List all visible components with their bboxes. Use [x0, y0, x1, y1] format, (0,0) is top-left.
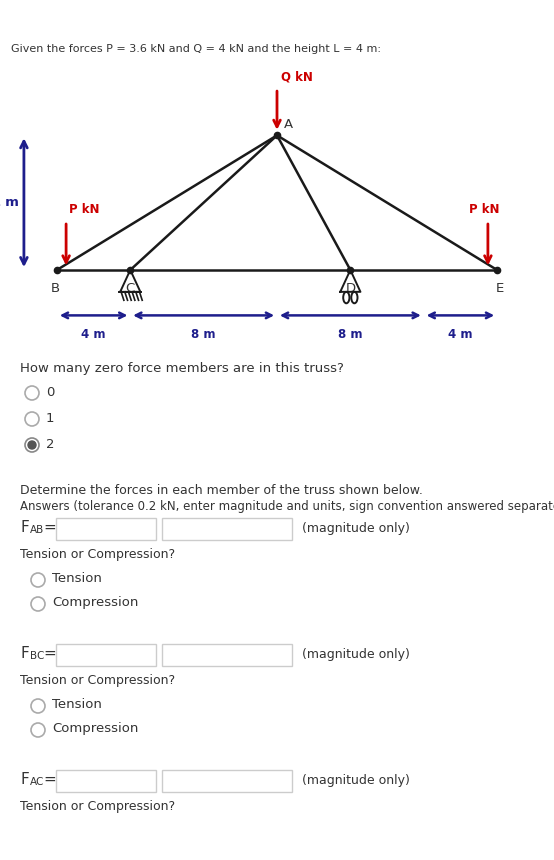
Bar: [162, 518, 292, 540]
Text: BC: BC: [30, 651, 44, 661]
Text: B: B: [50, 282, 60, 295]
Bar: [56, 644, 156, 666]
Text: 数字: 数字: [64, 774, 79, 787]
Text: D: D: [345, 282, 356, 295]
Text: 1: 1: [46, 412, 54, 425]
Circle shape: [31, 597, 45, 611]
Text: Answers (tolerance 0.2 kN, enter magnitude and units, sign convention answered s: Answers (tolerance 0.2 kN, enter magnitu…: [20, 500, 554, 513]
Text: A: A: [284, 119, 293, 132]
Text: Compression: Compression: [52, 596, 138, 609]
Text: 数字: 数字: [64, 522, 79, 535]
Text: Tension or Compression?: Tension or Compression?: [20, 800, 175, 813]
Circle shape: [28, 441, 36, 449]
Text: F: F: [20, 520, 29, 535]
Text: 单位: 单位: [170, 774, 185, 787]
Text: (magnitude only): (magnitude only): [302, 522, 410, 535]
Text: F: F: [20, 772, 29, 787]
Bar: [162, 644, 292, 666]
Circle shape: [31, 699, 45, 713]
Text: AC: AC: [30, 777, 44, 787]
Text: 8 m: 8 m: [191, 329, 216, 341]
Text: E: E: [496, 282, 504, 295]
Circle shape: [31, 723, 45, 737]
Circle shape: [25, 438, 39, 452]
Text: How many zero force members are in this truss?: How many zero force members are in this …: [20, 362, 344, 375]
Text: 单位: 单位: [170, 522, 185, 535]
Bar: [56, 518, 156, 540]
Text: 4 m: 4 m: [81, 329, 106, 341]
Text: (magnitude only): (magnitude only): [302, 648, 410, 661]
Text: 2: 2: [46, 438, 54, 451]
Text: 4 m: 4 m: [448, 329, 473, 341]
Text: 单位: 单位: [170, 648, 185, 661]
Text: Determine the forces in each member of the truss shown below.: Determine the forces in each member of t…: [20, 484, 423, 497]
Circle shape: [31, 573, 45, 587]
Text: C: C: [126, 282, 135, 295]
Text: P kN: P kN: [69, 203, 99, 216]
Text: Tension or Compression?: Tension or Compression?: [20, 674, 175, 687]
Circle shape: [25, 412, 39, 426]
Text: Q kN: Q kN: [281, 71, 312, 83]
Text: =: =: [43, 772, 56, 787]
Text: L m: L m: [0, 196, 18, 209]
Text: AB: AB: [30, 525, 44, 535]
Text: 8 m: 8 m: [338, 329, 363, 341]
Text: =: =: [43, 646, 56, 661]
Text: =: =: [43, 520, 56, 535]
Text: P kN: P kN: [469, 203, 499, 216]
Text: (magnitude only): (magnitude only): [302, 774, 410, 787]
Text: Compression: Compression: [52, 722, 138, 735]
Bar: [162, 770, 292, 792]
Text: 0: 0: [46, 386, 54, 399]
Text: Given the forces P = 3.6 kN and Q = 4 kN and the height L = 4 m:: Given the forces P = 3.6 kN and Q = 4 kN…: [11, 45, 381, 54]
Bar: [56, 770, 156, 792]
Text: Tension or Compression?: Tension or Compression?: [20, 548, 175, 561]
Circle shape: [25, 386, 39, 400]
Text: F: F: [20, 646, 29, 661]
Text: Tension: Tension: [52, 572, 102, 585]
Text: 数字: 数字: [64, 648, 79, 661]
Text: Tension: Tension: [52, 698, 102, 711]
